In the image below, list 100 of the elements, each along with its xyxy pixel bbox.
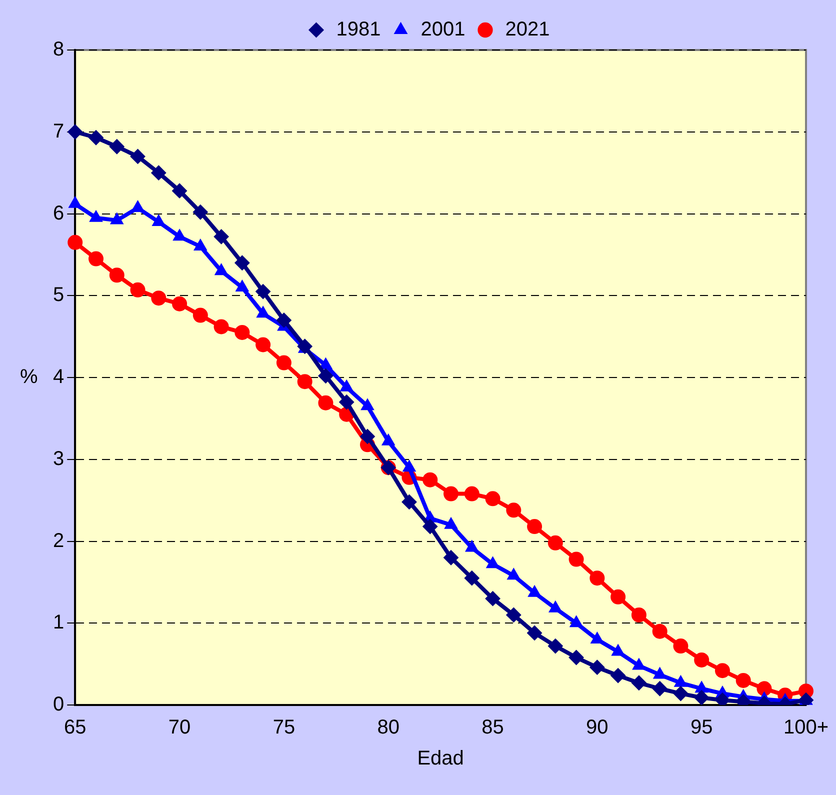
point (402, 494, 417, 510)
point (590, 570, 605, 586)
point (464, 570, 480, 586)
x-tick-label: 75 (272, 716, 296, 739)
point (339, 394, 354, 410)
point (673, 638, 688, 654)
y-tick-label: 5 (53, 284, 64, 306)
point (610, 668, 626, 684)
legend-label: 2021 (505, 18, 550, 41)
point (631, 675, 646, 690)
x-axis-title: Edad (417, 748, 464, 770)
point (172, 229, 186, 241)
point (464, 486, 480, 502)
point (276, 312, 292, 328)
point (68, 124, 83, 140)
x-tick-label: 90 (586, 716, 608, 739)
point (652, 624, 668, 639)
point (548, 638, 563, 654)
x-tick-label: 65 (64, 716, 86, 739)
point (214, 319, 229, 334)
point (444, 517, 458, 529)
y-tick-label: 6 (53, 202, 64, 224)
point (674, 675, 688, 687)
y-tick-label: 2 (53, 530, 64, 552)
point (527, 625, 542, 640)
x-tick-label: 95 (690, 716, 713, 739)
y-tick-label: 8 (53, 38, 64, 61)
point (402, 460, 416, 472)
point (234, 324, 250, 340)
point (444, 550, 459, 566)
point (653, 667, 666, 679)
y-tick-label: 7 (53, 120, 64, 142)
point (527, 519, 542, 534)
point (130, 148, 146, 164)
point (695, 681, 708, 693)
y-tick-label: 1 (53, 612, 64, 634)
point (610, 589, 626, 604)
point (506, 502, 522, 518)
x-tick-label: 85 (482, 716, 504, 739)
point (192, 308, 208, 323)
point (590, 660, 605, 675)
point (756, 681, 772, 696)
point (506, 607, 522, 622)
point (214, 229, 229, 244)
point (172, 183, 188, 198)
point (486, 556, 500, 568)
point (568, 650, 584, 666)
point (485, 591, 500, 606)
point (256, 337, 271, 352)
point (652, 681, 668, 696)
point (673, 686, 688, 702)
point (632, 658, 646, 670)
point (631, 607, 646, 622)
point (465, 540, 478, 552)
point (360, 398, 374, 410)
point (151, 165, 166, 180)
point (192, 204, 208, 220)
point (568, 552, 584, 567)
point (88, 251, 104, 266)
point (485, 491, 500, 506)
point (548, 600, 562, 612)
x-tick-label: 80 (377, 716, 400, 739)
point (276, 355, 292, 370)
y-tick-label: 4 (53, 366, 64, 388)
point (68, 234, 83, 250)
point (234, 255, 250, 270)
y-tick-label: 3 (53, 448, 64, 470)
y-tick-label: 0 (53, 694, 64, 716)
point (714, 663, 730, 678)
point (528, 585, 542, 597)
point (590, 632, 604, 644)
point (422, 519, 438, 534)
point (318, 368, 334, 384)
point (256, 284, 271, 300)
y-axis-title: % (20, 366, 38, 388)
point (130, 282, 146, 298)
point (109, 139, 124, 154)
legend-label: 1981 (336, 18, 381, 41)
point (507, 568, 520, 580)
point (694, 690, 710, 705)
point (256, 306, 270, 318)
point (444, 486, 459, 502)
point (318, 395, 334, 410)
point (736, 672, 751, 688)
point (109, 268, 124, 283)
point (422, 472, 438, 488)
point (360, 428, 375, 444)
x-tick-label: 100+ (783, 716, 829, 739)
point (694, 652, 710, 668)
point (548, 535, 563, 550)
point (88, 130, 104, 146)
x-tick-label: 70 (168, 716, 191, 739)
point (612, 644, 625, 656)
point (172, 296, 188, 312)
point (340, 380, 354, 392)
point (214, 264, 228, 276)
point (151, 290, 166, 306)
point (131, 200, 144, 212)
legend-label: 2001 (420, 18, 466, 41)
point (382, 434, 395, 446)
